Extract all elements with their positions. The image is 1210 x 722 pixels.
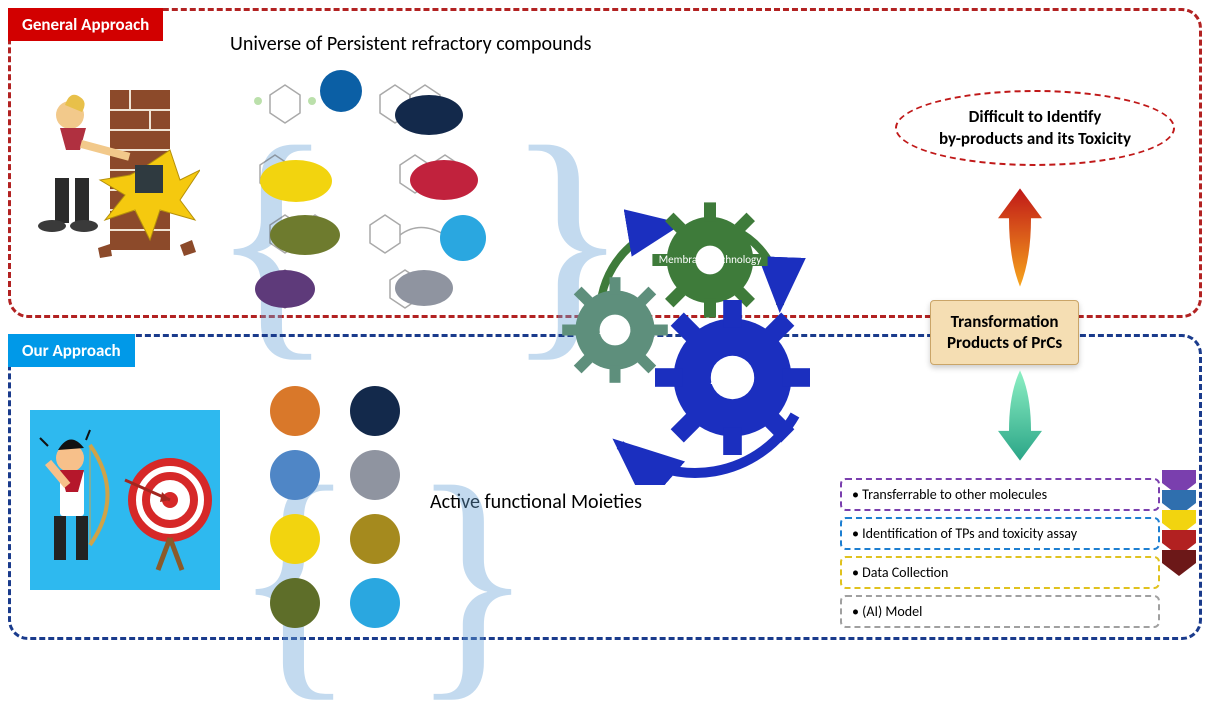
- moiety-ellipse: [395, 270, 453, 306]
- gear-arps-label: ARPs: [599, 321, 630, 339]
- moiety-ellipse: [255, 270, 315, 308]
- general-approach-tag: General Approach: [8, 8, 163, 41]
- step-text: Transferrable to other molecules: [862, 486, 1047, 503]
- archer-target-illustration: [30, 410, 220, 590]
- transformation-line2: Products of PrCs: [947, 332, 1062, 353]
- step-item: • (AI) Model: [840, 595, 1160, 628]
- difficult-line1: Difficult to Identify: [927, 106, 1143, 128]
- transformation-box: Transformation Products of PrCs: [930, 300, 1079, 365]
- top-title: Universe of Persistent refractory compou…: [230, 32, 591, 56]
- step-text: Data Collection: [862, 564, 948, 581]
- chevron-stack: [1162, 470, 1196, 570]
- gear-membrane-label: Membrane Technology: [659, 254, 761, 266]
- gear-aops-label: AOPs: [711, 366, 755, 390]
- step-text: Identification of TPs and toxicity assay: [862, 525, 1077, 542]
- moiety-dot: [270, 386, 320, 436]
- wall-break-illustration: [30, 70, 200, 270]
- our-approach-tag: Our Approach: [8, 334, 135, 367]
- moiety-ellipse: [260, 160, 332, 202]
- moiety-dot: [350, 386, 400, 436]
- difficult-bubble: Difficult to Identify by-products and it…: [895, 90, 1175, 166]
- moiety-dot: [270, 514, 320, 564]
- moiety-ellipse: [410, 160, 478, 200]
- arrow-down-icon: [998, 358, 1042, 473]
- difficult-line2: by-products and its Toxicity: [927, 128, 1143, 150]
- moiety-dot: [350, 578, 400, 628]
- moiety-ellipse: [270, 215, 340, 255]
- brace-bottom-right: }: [410, 500, 535, 656]
- step-item: • Transferrable to other molecules: [840, 478, 1160, 511]
- arrow-up-icon: [998, 175, 1042, 300]
- transformation-line1: Transformation: [947, 311, 1062, 332]
- moiety-ellipse: [440, 215, 486, 261]
- moiety-ellipse: [395, 95, 463, 135]
- moiety-ellipse: [320, 70, 362, 112]
- moiety-dot: [350, 514, 400, 564]
- step-item: • Data Collection: [840, 556, 1160, 589]
- moiety-dot: [270, 450, 320, 500]
- steps-list: • Transferrable to other molecules • Ide…: [840, 478, 1160, 634]
- moiety-dot: [270, 578, 320, 628]
- step-item: • Identification of TPs and toxicity ass…: [840, 517, 1160, 550]
- gear-aops: AOPs: [655, 300, 810, 455]
- step-text: (AI) Model: [862, 603, 922, 620]
- moiety-dot: [350, 450, 400, 500]
